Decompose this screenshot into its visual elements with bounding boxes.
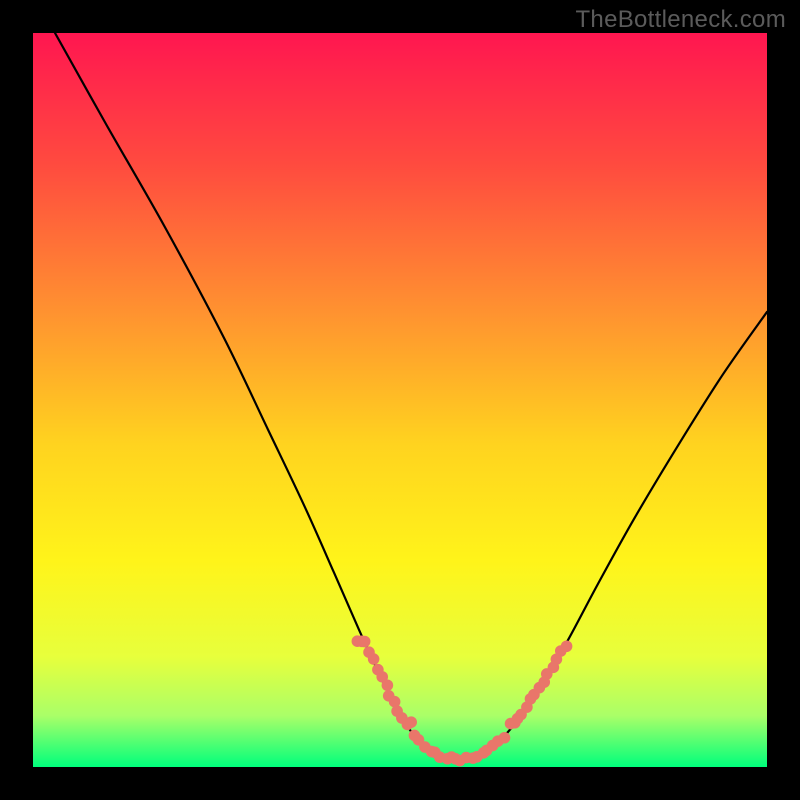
data-dot (368, 653, 380, 665)
plot-background (33, 33, 767, 767)
data-dot (405, 716, 417, 728)
plot-area (33, 33, 767, 767)
data-dot (359, 636, 371, 648)
data-dot (382, 679, 394, 691)
plot-svg (33, 33, 767, 767)
watermark-text: TheBottleneck.com (575, 6, 786, 34)
data-dot (561, 640, 573, 652)
data-dot (499, 732, 511, 744)
figure-container: TheBottleneck.com (0, 0, 800, 800)
